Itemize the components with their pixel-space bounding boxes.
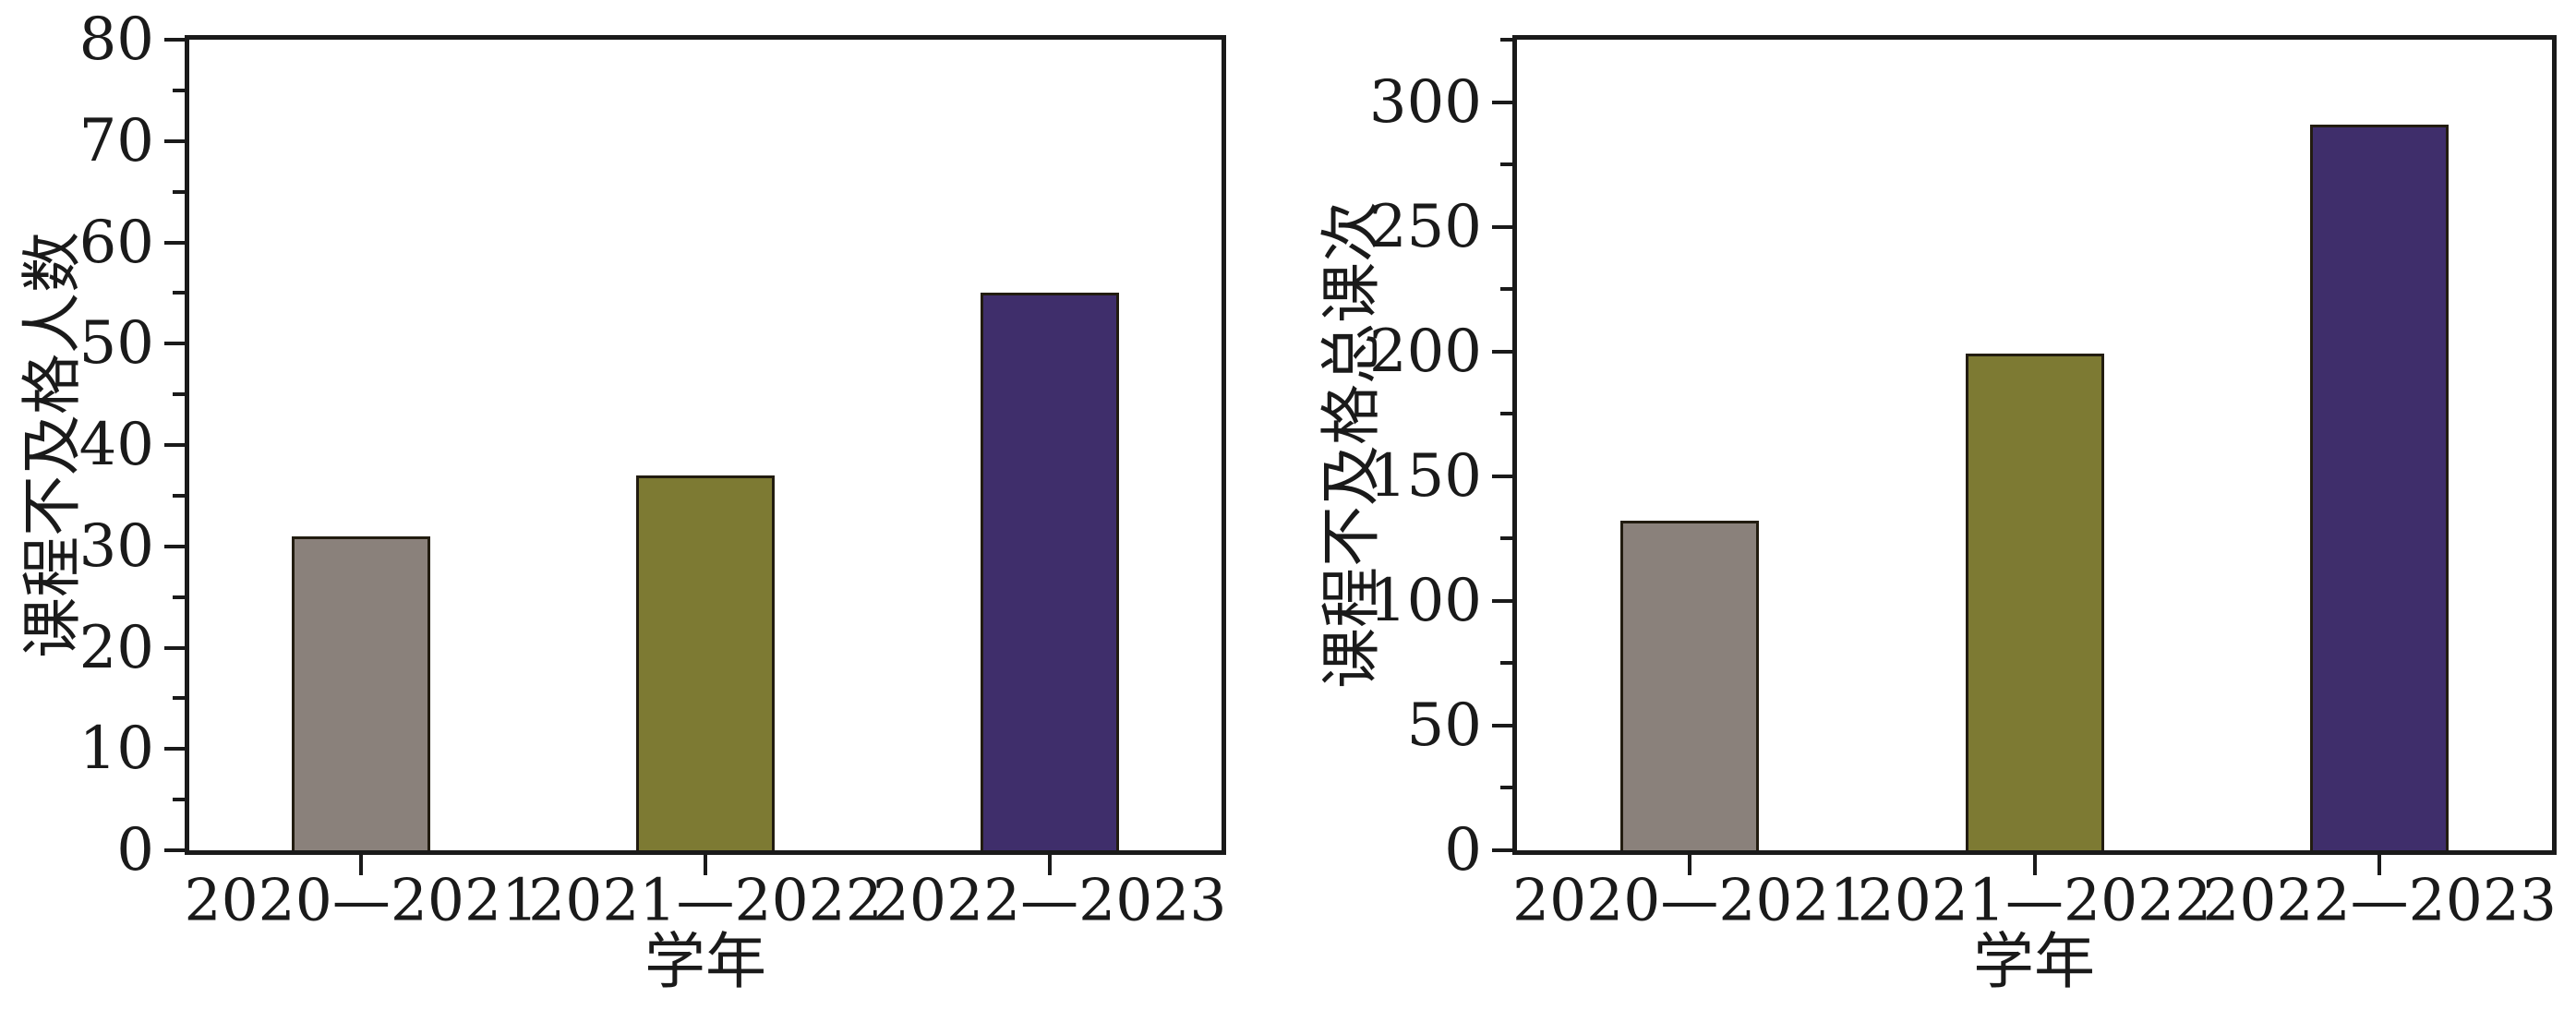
bar [1619, 521, 1759, 850]
y-major-tick [1492, 224, 1512, 229]
x-tick-label: 2020—2021 [184, 866, 539, 934]
y-major-tick [164, 38, 185, 42]
x-major-tick [1687, 855, 1691, 875]
y-major-tick [164, 342, 185, 346]
y-minor-tick [1500, 661, 1512, 666]
y-tick-label: 250 [1368, 192, 1482, 261]
y-major-tick [1492, 848, 1512, 852]
y-minor-tick [173, 189, 185, 194]
x-major-tick [2377, 855, 2382, 875]
x-tick-label: 2020—2021 [1511, 866, 1867, 934]
y-axis-title: 课程不及格人数 [17, 232, 88, 658]
bar [636, 475, 775, 850]
y-minor-tick [1500, 786, 1512, 790]
y-minor-tick [173, 88, 185, 92]
y-tick-label: 70 [78, 106, 154, 175]
y-major-tick [164, 240, 185, 245]
x-tick-label: 2021—2022 [1857, 866, 2212, 934]
bar [1965, 354, 2104, 850]
y-minor-tick [1500, 162, 1512, 167]
x-major-tick [704, 855, 707, 875]
x-major-tick [2032, 855, 2037, 875]
y-tick-label: 40 [78, 411, 154, 479]
y-tick-label: 300 [1368, 67, 1482, 137]
y-tick-label: 30 [78, 511, 154, 581]
y-major-tick [1492, 100, 1512, 104]
y-minor-tick [1500, 287, 1512, 292]
y-tick-label: 10 [78, 715, 154, 784]
y-tick-label: 0 [116, 816, 154, 884]
x-major-tick [359, 855, 364, 875]
y-tick-label: 100 [1368, 566, 1482, 635]
y-tick-label: 60 [78, 208, 154, 277]
y-major-tick [164, 544, 185, 548]
y-tick-label: 150 [1368, 441, 1482, 511]
plot-area: 0 10 20 30 40 50 60 70 80 2020—2021 2021—2022 2022—… [79, 10, 1227, 930]
y-major-tick [164, 848, 185, 852]
x-tick-label: 2022—2023 [2202, 866, 2557, 934]
y-major-tick [1492, 598, 1512, 603]
x-axis-title: 学年 [644, 926, 766, 997]
x-tick-label: 2021—2022 [528, 866, 883, 934]
bar [980, 293, 1119, 850]
x-axis-title: 学年 [1973, 926, 2095, 997]
y-minor-tick [1500, 38, 1512, 42]
y-major-tick [1492, 349, 1512, 354]
y-major-tick [164, 443, 185, 447]
y-minor-tick [173, 595, 185, 599]
y-minor-tick [1500, 536, 1512, 541]
y-minor-tick [173, 392, 185, 397]
bar [292, 535, 431, 850]
y-minor-tick [173, 493, 185, 498]
y-tick-label: 50 [78, 309, 154, 379]
y-tick-label: 200 [1368, 317, 1482, 386]
y-major-tick [1492, 723, 1512, 727]
y-minor-tick [173, 798, 185, 802]
y-tick-label: 20 [78, 613, 154, 682]
y-tick-label: 0 [1444, 816, 1482, 884]
bar [2310, 124, 2450, 850]
y-tick-label: 50 [1406, 691, 1482, 760]
y-major-tick [1492, 474, 1512, 478]
plot-area: 0 50 100 150 200 250 300 2020—2021 2021—2022 2022… [1369, 35, 2557, 930]
y-major-tick [164, 138, 185, 143]
y-major-tick [164, 747, 185, 751]
y-minor-tick [173, 291, 185, 295]
x-major-tick [1047, 855, 1052, 875]
y-major-tick [164, 645, 185, 650]
y-minor-tick [173, 696, 185, 701]
x-tick-label: 2022—2023 [872, 866, 1227, 934]
y-minor-tick [1500, 412, 1512, 416]
y-tick-label: 80 [78, 6, 154, 74]
